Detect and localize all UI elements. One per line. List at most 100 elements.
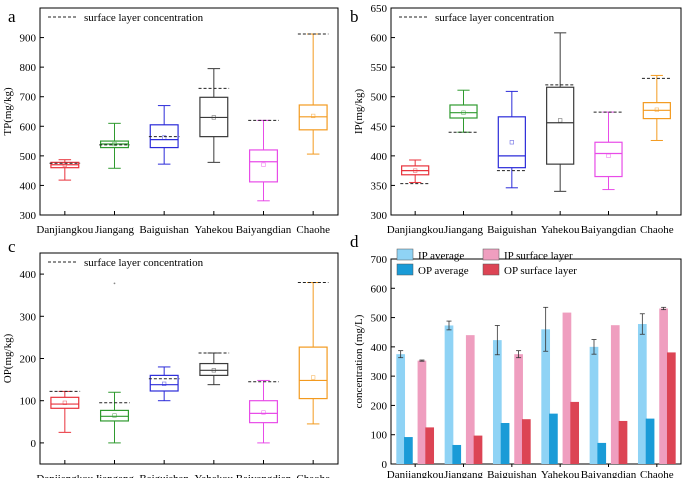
bar-ip-average: [637, 324, 647, 464]
box-b-baiguishan: [496, 90, 527, 189]
x-tick-label-c: Chaohe: [296, 473, 330, 478]
mean-marker: [654, 107, 659, 112]
box-a-chaohe: [297, 33, 329, 155]
mean-marker: [509, 140, 514, 145]
x-tick-label-c: Baiyangdian: [236, 473, 292, 478]
bar-ip-surface-layer: [610, 325, 620, 464]
legend-text-a: surface layer concentration: [84, 12, 204, 24]
mean-marker: [413, 168, 418, 173]
y-tick-label-c: 300: [20, 311, 37, 323]
x-tick-label-c: Danjiangkou: [36, 473, 93, 478]
box-c-baiyangdian: [248, 379, 279, 444]
panel-b: 300 350 400 450 500 550 600 650 b IP(mg/kg) surfac…: [350, 3, 682, 236]
panel-d: 0 100 200 300 400 500 600 700 d concentration (mg…: [350, 232, 682, 478]
bar-op-average: [597, 442, 607, 464]
x-tick-label-a: Jiangang: [95, 224, 135, 236]
legend-swatch-3: [482, 248, 500, 261]
plot-frame-c: [39, 252, 339, 465]
x-tick-label-d: Danjiangkou: [387, 469, 444, 478]
iqr-box: [546, 86, 575, 165]
box-b-yahekou: [545, 32, 576, 192]
legend-label-2: OP average: [418, 265, 469, 277]
bar-op-surface-layer: [521, 419, 531, 464]
panel-a: 300 400 500 600 700 800 900 a TP(mg/kg) surface l…: [2, 7, 339, 236]
iqr-box: [248, 400, 279, 424]
box-b-baiyangdian: [593, 111, 624, 191]
y-tick-label-b: 450: [371, 121, 388, 133]
x-tick-label-b: Yahekou: [541, 224, 580, 236]
outlier-point: [113, 282, 116, 285]
bar-op-surface-layer: [570, 401, 580, 464]
y-tick-label-a: 300: [20, 210, 37, 222]
box-b-jiangang: [448, 89, 479, 133]
bar-op-surface-layer: [473, 435, 483, 464]
box-a-danjiangkou: [49, 159, 81, 181]
iqr-box: [50, 396, 80, 409]
mean-marker: [162, 381, 167, 386]
plot-frame-d: [390, 258, 682, 465]
bar-ip-average: [396, 354, 406, 464]
bar-op-surface-layer: [618, 420, 628, 464]
plot-frame-a: [39, 7, 339, 216]
box-c-jiangang: [99, 282, 130, 444]
legend-swatch-4: [482, 263, 500, 276]
bar-op-surface-layer: [425, 427, 435, 464]
iqr-box: [497, 116, 526, 169]
bar-ip-surface-layer: [417, 360, 427, 464]
x-tick-label-b: Baiyangdian: [581, 224, 637, 236]
mean-marker: [211, 368, 216, 373]
legend-label-3: IP surface layer: [504, 250, 573, 262]
x-tick-label-d: Chaohe: [640, 469, 674, 478]
legend-text-b: surface layer concentration: [435, 12, 555, 24]
x-tick-label-c: Baiguishan: [139, 473, 189, 478]
box-a-baiguishan: [148, 105, 180, 165]
x-tick-label-b: Danjiangkou: [387, 224, 444, 236]
mean-marker: [606, 153, 611, 158]
x-tick-label-a: Baiguishan: [139, 224, 189, 236]
bar-ip-average: [492, 340, 502, 464]
iqr-box: [99, 409, 130, 422]
bar-ip-average: [444, 325, 454, 464]
y-tick-label-b: 550: [371, 62, 388, 74]
y-axis-label-d: concentration (mg/L): [353, 314, 365, 408]
y-tick-label-a: 600: [20, 121, 37, 133]
y-axis-label-b: IP(mg/kg): [353, 89, 365, 135]
x-tick-label-c: Yahekou: [195, 473, 234, 478]
box-a-yahekou: [198, 68, 230, 163]
y-tick-label-c: 200: [20, 354, 37, 366]
x-tick-label-a: Chaohe: [296, 224, 330, 236]
y-tick-label-c: 400: [20, 269, 37, 281]
x-tick-label-d: Jiangang: [444, 469, 484, 478]
legend-text-c: surface layer concentration: [84, 257, 204, 269]
x-tick-label-a: Danjiangkou: [36, 224, 93, 236]
y-tick-label-d: 100: [371, 430, 388, 442]
legend-label-4: OP surface layer: [504, 265, 577, 277]
x-tick-label-d: Baiguishan: [487, 469, 537, 478]
y-tick-label-b: 400: [371, 151, 388, 163]
x-tick-label-d: Baiyangdian: [581, 469, 637, 478]
bar-ip-average: [589, 346, 599, 464]
iqr-box: [594, 141, 623, 178]
x-tick-label-d: Yahekou: [541, 469, 580, 478]
y-tick-label-b: 600: [371, 33, 388, 45]
y-tick-label-b: 500: [371, 92, 388, 104]
y-tick-label-b: 350: [371, 180, 388, 192]
mean-marker: [62, 400, 67, 405]
y-tick-label-d: 200: [371, 400, 388, 412]
panel-label-a: a: [8, 7, 16, 26]
x-tick-label-b: Chaohe: [640, 224, 674, 236]
box-b-chaohe: [641, 74, 672, 141]
legend-swatch-1: [396, 248, 414, 261]
panel-label-c: c: [8, 237, 16, 256]
y-tick-label-c: 100: [20, 396, 37, 408]
box-c-danjiangkou: [49, 390, 81, 433]
box-b-danjiangkou: [400, 159, 431, 185]
mean-marker: [311, 375, 316, 380]
y-tick-label-d: 400: [371, 342, 388, 354]
bar-ip-surface-layer: [514, 354, 523, 464]
bar-ip-surface-layer: [659, 308, 668, 464]
legend-label-1: IP average: [418, 250, 464, 262]
panel-c: 0 100 200 300 400 c OP(mg/kg) surface layer con…: [2, 237, 339, 478]
x-tick-label-a: Yahekou: [195, 224, 234, 236]
